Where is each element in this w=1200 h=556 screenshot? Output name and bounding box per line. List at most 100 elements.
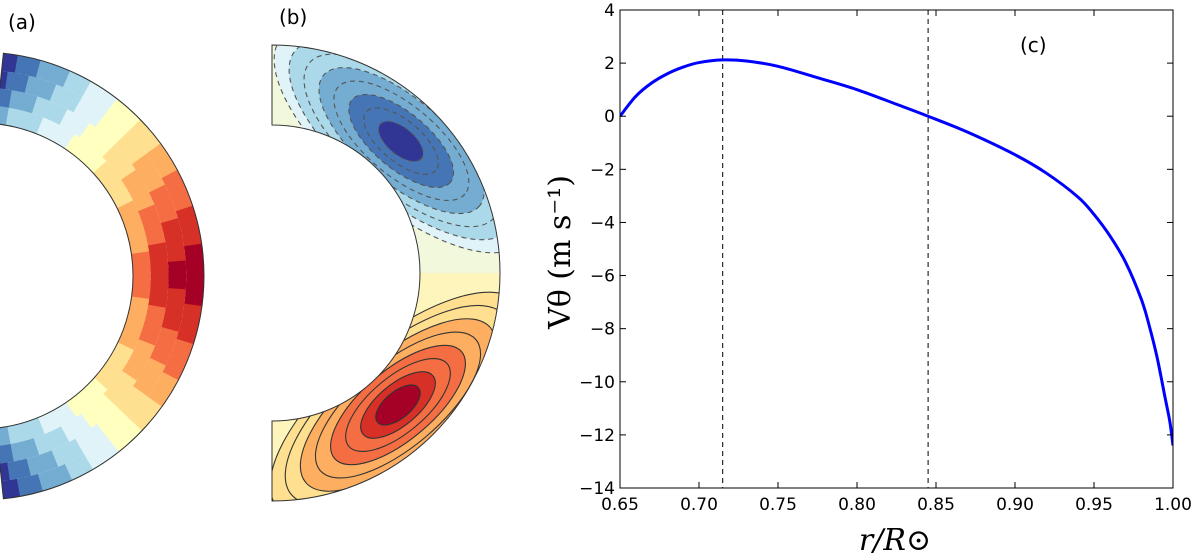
- contour-band: [37, 79, 52, 100]
- contour-band: [135, 159, 156, 177]
- contour-band: [77, 389, 95, 408]
- contour-band: [88, 446, 107, 467]
- contour-band: [123, 216, 143, 230]
- contour-band: [158, 327, 179, 341]
- contour-band: [121, 169, 141, 187]
- y-tick-label: 4: [604, 1, 615, 21]
- contour-band: [100, 117, 119, 137]
- contour-band: [154, 156, 175, 174]
- panel-c-line-chart: 0.65 0.70 0.75 0.80 0.85 0.90 0.95 1.00 4 2 0 −2 −4 −…: [543, 1, 1192, 556]
- panel-b-meridional-circulation-map: [271, 44, 501, 502]
- contour-band: [137, 204, 158, 219]
- contour-band: [160, 320, 181, 334]
- contour-band: [69, 137, 86, 156]
- contour-band: [74, 413, 92, 433]
- x-tick-label: 0.75: [759, 495, 797, 515]
- contour-band: [69, 396, 86, 415]
- contour-band: [28, 58, 43, 79]
- x-tick-label: 0.80: [838, 495, 876, 515]
- contour-band: [140, 327, 160, 342]
- contour-band: [67, 438, 85, 459]
- x-tick-label: 0.90: [996, 495, 1034, 515]
- contour-band: [31, 436, 46, 456]
- contour-band: [64, 112, 81, 132]
- contour-band: [112, 189, 132, 205]
- contour-band: [154, 339, 175, 355]
- contour-band: [37, 98, 52, 119]
- contour-band: [102, 389, 121, 408]
- contour-band: [123, 322, 143, 336]
- contour-band: [93, 398, 112, 417]
- domain-outline: [0, 52, 205, 500]
- contour-band: [43, 81, 59, 102]
- contour-band: [0, 444, 8, 464]
- contour-band: [137, 402, 158, 421]
- contour-band: [121, 365, 141, 383]
- contour-band: [26, 419, 40, 439]
- contour-band: [137, 333, 158, 348]
- contour-band: [60, 130, 77, 150]
- contour-band: [36, 117, 51, 137]
- contour-band: [127, 119, 148, 139]
- contour-band: [54, 106, 70, 126]
- contour-band: [31, 417, 45, 437]
- contour-band: [106, 179, 126, 196]
- contour-band: [41, 119, 56, 139]
- contour-band: [106, 149, 126, 167]
- contour-band: [26, 113, 40, 133]
- contour-band: [20, 92, 33, 113]
- y-tick-label: −6: [590, 267, 615, 287]
- contour-band: [96, 165, 116, 183]
- contour-band: [89, 402, 107, 422]
- contour-band: [117, 370, 137, 388]
- contour-band: [69, 74, 87, 95]
- contour-band: [84, 126, 102, 146]
- x-tick-label: 0.85: [917, 495, 955, 515]
- contour-band: [151, 345, 172, 361]
- contour-band: [37, 452, 52, 473]
- contour-band: [139, 165, 160, 183]
- contour-band: [61, 90, 78, 111]
- contour-band: [100, 415, 119, 435]
- contour-band: [0, 427, 5, 446]
- contour-band: [31, 96, 46, 116]
- contour-band: [100, 94, 119, 115]
- contour-band: [97, 139, 117, 159]
- contour-band: [93, 135, 112, 154]
- contour-band: [156, 204, 177, 219]
- contour-band: [26, 94, 40, 114]
- contour-band: [88, 85, 107, 106]
- contour-band: [93, 373, 112, 391]
- contour-band: [123, 142, 144, 161]
- y-tick-label: −14: [579, 479, 615, 499]
- contour-band: [59, 423, 76, 443]
- contour-band: [146, 390, 167, 409]
- contour-band: [67, 93, 85, 114]
- contour-band: [55, 87, 72, 108]
- contour-band: [74, 119, 92, 139]
- contour-band: [84, 406, 102, 426]
- contour-band: [51, 408, 67, 428]
- y-tick-label: −10: [579, 373, 615, 393]
- contour-band: [100, 170, 119, 187]
- contour-band: [0, 480, 13, 499]
- contour-band: [89, 423, 108, 444]
- contour-band: [21, 111, 34, 131]
- contour-band: [77, 144, 95, 163]
- contour-band: [60, 402, 77, 422]
- contour-band: [82, 450, 100, 471]
- contour-band: [137, 131, 158, 150]
- contour-band: [117, 200, 137, 215]
- contour-band: [121, 327, 141, 341]
- contour-band: [95, 419, 114, 440]
- contour-band: [84, 104, 103, 125]
- panel-c-label: (c): [1020, 33, 1047, 57]
- contour-band: [103, 174, 123, 192]
- contour-band: [117, 423, 137, 444]
- contour-band: [54, 426, 70, 446]
- contour-band: [35, 60, 51, 81]
- contour-band: [103, 360, 123, 378]
- contour-band: [158, 162, 179, 181]
- contour-band: [132, 407, 153, 427]
